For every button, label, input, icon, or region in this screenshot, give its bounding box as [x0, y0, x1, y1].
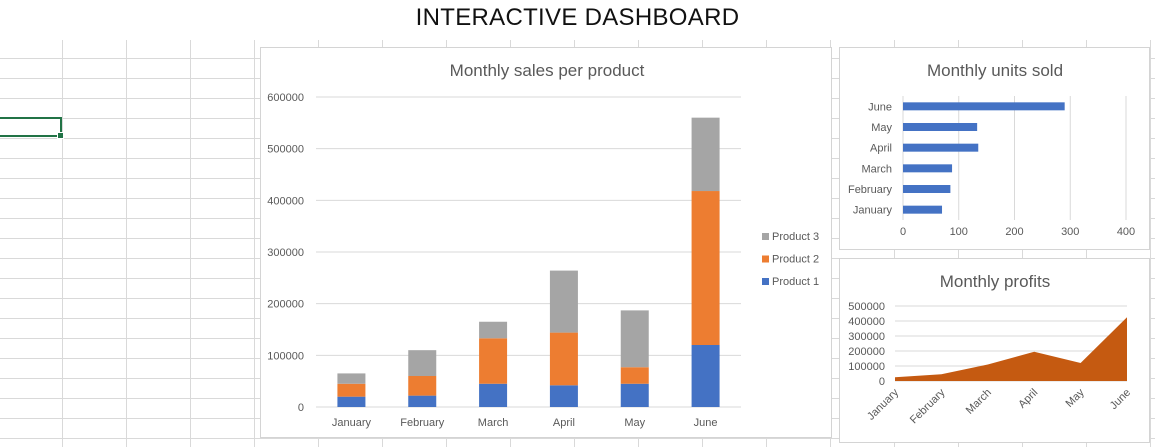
- x-tick-label: 400: [1117, 226, 1135, 238]
- units-chart-title: Monthly units sold: [927, 61, 1063, 80]
- y-tick-label: February: [848, 184, 893, 196]
- x-tick-label: May: [624, 417, 645, 429]
- bar-product-3: [479, 321, 508, 339]
- y-tick-label: 400000: [267, 195, 304, 207]
- y-tick-label: June: [868, 101, 892, 113]
- units-bar: [903, 123, 978, 131]
- x-tick-label: February: [400, 417, 445, 429]
- y-tick-label: 500000: [848, 301, 885, 313]
- sales-chart: Monthly sales per product 0 100000 200000 3…: [267, 61, 819, 429]
- x-tick-label: March: [478, 417, 509, 429]
- units-bar: [903, 185, 951, 193]
- x-tick-label: January: [865, 386, 902, 423]
- x-tick-label: 300: [1061, 226, 1079, 238]
- y-tick-label: 100000: [848, 361, 885, 373]
- x-tick-label: January: [332, 417, 372, 429]
- x-tick-label: 100: [950, 226, 968, 238]
- profit-area: [895, 317, 1127, 381]
- x-tick-label: June: [1108, 387, 1133, 412]
- y-tick-label: 300000: [848, 331, 885, 343]
- x-tick-label: April: [553, 417, 575, 429]
- bar-product-1: [479, 383, 508, 407]
- bar-product-2: [337, 383, 366, 397]
- y-tick-label: 400000: [848, 316, 885, 328]
- legend-swatch: [762, 233, 769, 240]
- y-tick-label: May: [871, 122, 892, 134]
- units-bar: [903, 164, 953, 173]
- units-bar: [903, 102, 1065, 111]
- bar-product-1: [620, 383, 649, 407]
- units-bar: [903, 143, 979, 152]
- x-tick-label: February: [908, 386, 948, 426]
- y-tick-label: 600000: [267, 92, 304, 104]
- profits-chart: Monthly profits 0 100000 200000 300000 40000…: [848, 272, 1133, 426]
- legend-label: Product 3: [772, 231, 819, 243]
- y-tick-label: March: [861, 163, 892, 175]
- bar-product-2: [479, 338, 508, 384]
- x-tick-label: March: [964, 387, 994, 417]
- sales-chart-title: Monthly sales per product: [450, 61, 645, 80]
- selected-cell[interactable]: [0, 117, 64, 139]
- y-tick-label: 300000: [267, 247, 304, 259]
- x-tick-label: 0: [900, 226, 906, 238]
- profits-chart-title: Monthly profits: [940, 272, 1051, 291]
- x-tick-label: May: [1064, 386, 1088, 410]
- y-tick-label: 0: [879, 376, 885, 388]
- y-tick-label: 200000: [267, 299, 304, 311]
- legend-label: Product 1: [772, 276, 819, 288]
- bar-product-2: [691, 191, 720, 345]
- y-tick-label: April: [870, 143, 892, 155]
- bar-product-2: [549, 332, 578, 386]
- units-chart: Monthly units sold 0 100 200 300 400 January F…: [848, 61, 1135, 238]
- bar-product-1: [549, 385, 578, 407]
- bar-product-3: [691, 117, 720, 192]
- bar-product-2: [620, 367, 649, 384]
- x-tick-label: June: [694, 417, 718, 429]
- y-tick-label: 200000: [848, 346, 885, 358]
- bar-product-1: [337, 396, 366, 407]
- y-tick-label: 0: [298, 402, 304, 414]
- title-band: [0, 0, 1155, 40]
- bar-product-2: [408, 376, 437, 396]
- units-bar: [903, 205, 943, 214]
- y-tick-label: 100000: [267, 350, 304, 362]
- legend-label: Product 2: [772, 254, 819, 266]
- bar-product-1: [408, 395, 437, 407]
- bar-product-1: [691, 345, 720, 407]
- sales-chart-panel[interactable]: Monthly sales per product 0 100000 200000 3…: [260, 47, 832, 438]
- legend-swatch: [762, 255, 769, 263]
- bar-product-3: [408, 350, 437, 376]
- legend-swatch: [762, 278, 769, 285]
- profits-chart-panel[interactable]: Monthly profits 0 100000 200000 300000 40000…: [839, 258, 1150, 443]
- units-chart-panel[interactable]: Monthly units sold 0 100 200 300 400 January F…: [839, 47, 1150, 250]
- x-tick-label: April: [1016, 387, 1040, 411]
- y-tick-label: January: [853, 205, 893, 217]
- x-tick-label: 200: [1005, 226, 1023, 238]
- y-tick-label: 500000: [267, 144, 304, 156]
- bar-product-3: [337, 373, 366, 384]
- bar-product-3: [549, 270, 578, 333]
- dashboard-title: INTERACTIVE DASHBOARD: [415, 4, 740, 31]
- bar-product-3: [620, 310, 649, 368]
